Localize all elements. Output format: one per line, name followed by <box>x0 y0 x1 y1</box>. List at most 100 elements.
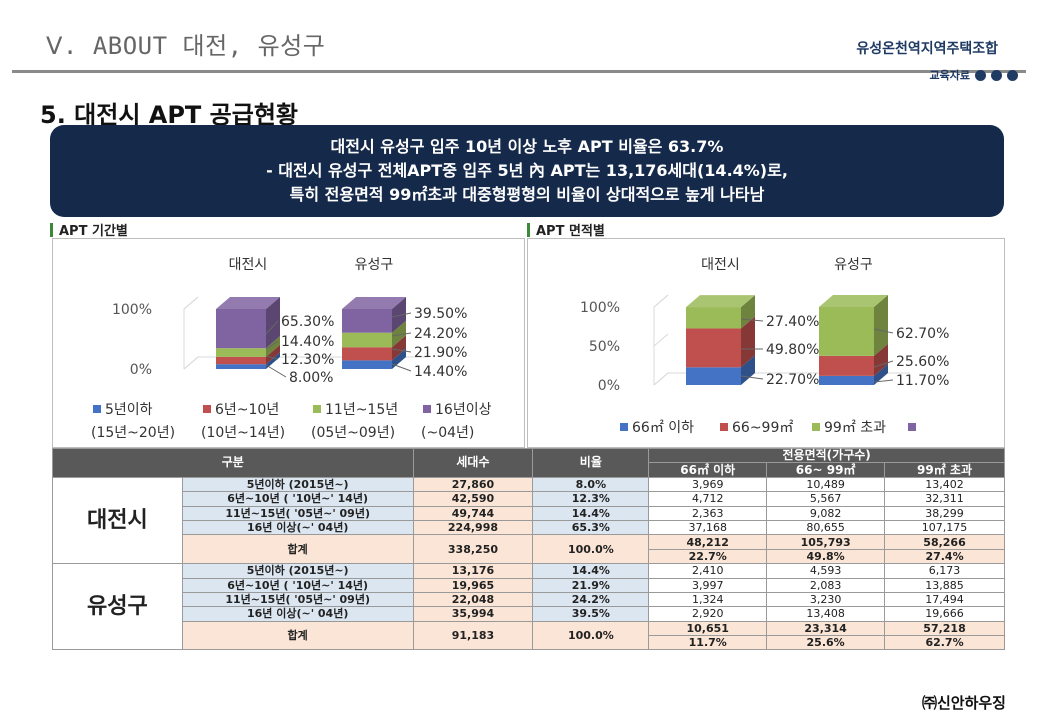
supply-table: 구분 세대수 비율 전용면적(가구수) 66㎡ 이하 66~ 99㎡ 99㎡ 초… <box>52 447 1005 651</box>
bar-segment-side <box>392 335 406 361</box>
legend-sublabel: (~04년) <box>421 425 474 441</box>
area-mid-cell: 80,655 <box>766 519 886 536</box>
bar-segment-side <box>266 344 280 365</box>
category-label: 대전시 <box>229 257 268 273</box>
period-label: 16년 이상(~' 04년) <box>181 519 414 536</box>
header-divider <box>12 70 1026 73</box>
legend-swatch <box>908 423 916 431</box>
bar-segment-front <box>819 355 874 376</box>
data-label-leader <box>265 355 279 360</box>
area-small-cell: 4,712 <box>648 491 768 507</box>
data-label: 62.70% <box>896 326 949 342</box>
total-percent-row: 11.7% 25.6% 62.7% <box>53 635 1005 651</box>
header-area-small: 66㎡ 이하 <box>648 462 768 478</box>
bar-segment-front <box>819 307 874 356</box>
data-label-leader <box>873 360 894 368</box>
data-label: 14.40% <box>281 334 334 350</box>
legend-label: 6년~10년 <box>215 402 279 418</box>
bar-segment-side <box>392 348 406 369</box>
total-row: 합계 91,183 100.0% 10,651 23,314 57,218 <box>53 620 1005 651</box>
data-label-leader <box>391 348 412 353</box>
total-percent-row: 22.7% 49.8% 27.4% <box>53 548 1005 565</box>
area-mid-cell: 10,489 <box>766 476 886 493</box>
total-pct-mid: 25.6% <box>766 635 886 651</box>
total-label: 합계 <box>181 620 414 651</box>
left-panel-title: APT 기간별 <box>50 220 128 239</box>
legend-label: 66㎡ 이하 <box>632 420 694 436</box>
y-tick-label: 0% <box>130 362 152 378</box>
bar-segment-front <box>216 356 266 365</box>
households-cell: 27,860 <box>412 476 534 493</box>
total-area-large: 57,218 <box>884 620 1005 637</box>
total-area-small: 48,212 <box>648 534 768 550</box>
title-marker-icon <box>527 222 530 237</box>
total-pct-mid: 49.8% <box>766 548 886 565</box>
ratio-cell: 14.4% <box>532 563 650 579</box>
ratio-cell: 39.5% <box>532 606 650 622</box>
households-cell: 35,994 <box>412 606 534 622</box>
area-small-cell: 2,363 <box>648 505 768 521</box>
area-mid-cell: 3,230 <box>766 591 886 608</box>
data-label: 21.90% <box>414 345 467 361</box>
table-body: 대전시 5년이하 (2015년~) 27,860 8.0% 3,969 10,489 13,… <box>52 476 1005 651</box>
dot-icon <box>975 69 986 81</box>
bar-segment-top <box>686 295 755 308</box>
households-cell: 22,048 <box>412 591 534 608</box>
section-title: 5. 대전시 APT 공급현황 <box>40 101 298 129</box>
area-large-cell: 13,402 <box>884 476 1005 493</box>
legend-label: 11년~15년 <box>325 402 398 418</box>
y-tick-label: 100% <box>580 300 620 316</box>
right-panel-title-text: APT 면적별 <box>536 224 605 239</box>
city-label: 유성구 <box>52 563 183 651</box>
table-row: 11년~15년( '05년~' 09년) 22,048 24.2% 1,324 3,23… <box>53 591 1005 608</box>
total-area-mid: 105,793 <box>766 534 886 550</box>
households-cell: 224,998 <box>412 519 534 536</box>
period-label: 6년~10년 ( '10년~' 14년) <box>181 491 414 507</box>
area-small-cell: 2,920 <box>648 606 768 622</box>
ratio-cell: 21.9% <box>532 577 650 593</box>
table-row: 16년 이상(~' 04년) 35,994 39.5% 2,920 13,408 19,6… <box>53 606 1005 622</box>
category-label: 유성구 <box>834 257 873 273</box>
header-ratio: 비율 <box>532 448 650 478</box>
area-large-cell: 38,299 <box>884 505 1005 521</box>
data-label: 12.30% <box>281 352 334 368</box>
data-label: 25.60% <box>896 354 949 370</box>
edu-badge: 교육자료 <box>930 67 1018 83</box>
bar-segment-front <box>342 332 392 348</box>
households-cell: 49,744 <box>412 505 534 521</box>
period-label: 5년이하 (2015년~) <box>181 563 414 579</box>
period-label: 5년이하 (2015년~) <box>181 476 414 493</box>
bar-segment-front <box>686 367 741 385</box>
area-large-cell: 107,175 <box>884 519 1005 536</box>
company-footer: ㈜신안하우징 <box>921 694 1006 712</box>
data-label-leader <box>265 320 279 335</box>
period-chart: 0% 100% 대전시 유성구 65.30% 14.40% 12.30% 8.00% 39.50… <box>91 257 492 441</box>
total-ratio: 100.0% <box>532 620 650 651</box>
y-gridline <box>653 372 669 386</box>
data-label-leader <box>873 379 894 383</box>
ratio-cell: 65.3% <box>532 519 650 536</box>
bar-segment-front <box>342 347 392 361</box>
data-label: 49.80% <box>766 342 819 358</box>
data-label-leader <box>391 332 412 337</box>
bar-segment-top <box>216 297 280 309</box>
header-title: Ⅴ. ABOUT 대전, 유성구 <box>46 32 326 60</box>
total-pct-large: 27.4% <box>884 548 1005 565</box>
summary-banner: 대전시 유성구 입주 10년 이상 노후 APT 비율은 63.7% - 대전시… <box>50 125 1004 217</box>
chart-panel-period: 0% 100% 대전시 유성구 65.30% 14.40% 12.30% 8.00% 39.50… <box>52 238 525 448</box>
total-area-mid: 23,314 <box>766 620 886 637</box>
ratio-cell: 8.0% <box>532 476 650 493</box>
total-pct-large: 62.7% <box>884 635 1005 651</box>
dot-icon <box>991 69 1002 81</box>
left-panel-title-text: APT 기간별 <box>59 224 128 239</box>
total-pct-small: 22.7% <box>648 548 768 565</box>
table-row: 16년 이상(~' 04년) 224,998 65.3% 37,168 80,655 10… <box>53 519 1005 536</box>
bar-segment-side <box>392 297 406 333</box>
legend-swatch <box>203 405 211 413</box>
table-row: 유성구 5년이하 (2015년~) 13,176 14.4% 2,410 4,593 6,1… <box>52 563 1005 651</box>
title-marker-icon <box>50 222 53 237</box>
chart-panel-area: 0% 50% 100% 대전시 유성구 27.40% 49.80% 22.70% 62.70% 2… <box>527 238 1005 448</box>
category-label: 대전시 <box>701 257 740 273</box>
y-gridline <box>653 294 669 308</box>
bar-segment-side <box>266 297 280 349</box>
